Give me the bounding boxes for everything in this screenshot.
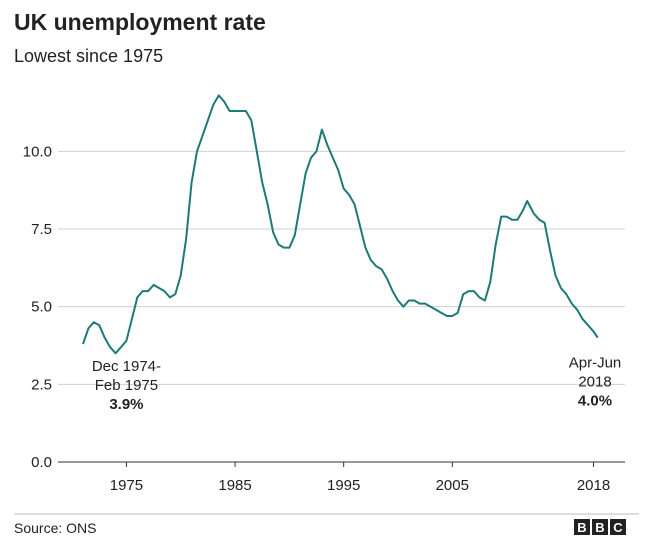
x-tick-label: 2018 xyxy=(577,477,610,494)
x-tick-label: 1995 xyxy=(327,477,360,494)
logo-letter: C xyxy=(613,520,623,535)
annotation: 2018 xyxy=(578,374,611,391)
line xyxy=(82,94,599,355)
chart-title: UK unemployment rate xyxy=(14,9,266,35)
annotation: Dec 1974- xyxy=(92,358,161,375)
annotation-value: 4.0% xyxy=(578,393,612,410)
logo-box xyxy=(610,519,626,535)
annotation: Apr-Jun xyxy=(569,355,622,372)
chart-subtitle: Lowest since 1975 xyxy=(14,46,163,66)
x-tick-label: 1985 xyxy=(218,477,251,494)
logo-box xyxy=(592,519,608,535)
annotation: Feb 1975 xyxy=(95,377,158,394)
y-tick-label: 7.5 xyxy=(31,221,52,238)
x-tick-label: 1975 xyxy=(110,477,143,494)
y-tick-label: 5.0 xyxy=(31,299,52,316)
source: Source: ONS xyxy=(14,520,96,536)
x-tick-label: 2005 xyxy=(436,477,469,494)
logo-letter: B xyxy=(595,520,604,535)
logo-box xyxy=(574,519,590,535)
y-tick-label: 0.0 xyxy=(31,454,52,471)
y-tick-label: 10.0 xyxy=(23,143,52,160)
annotation-value: 3.9% xyxy=(109,396,143,413)
logo-letter: B xyxy=(577,520,586,535)
y-tick-label: 2.5 xyxy=(31,376,52,393)
